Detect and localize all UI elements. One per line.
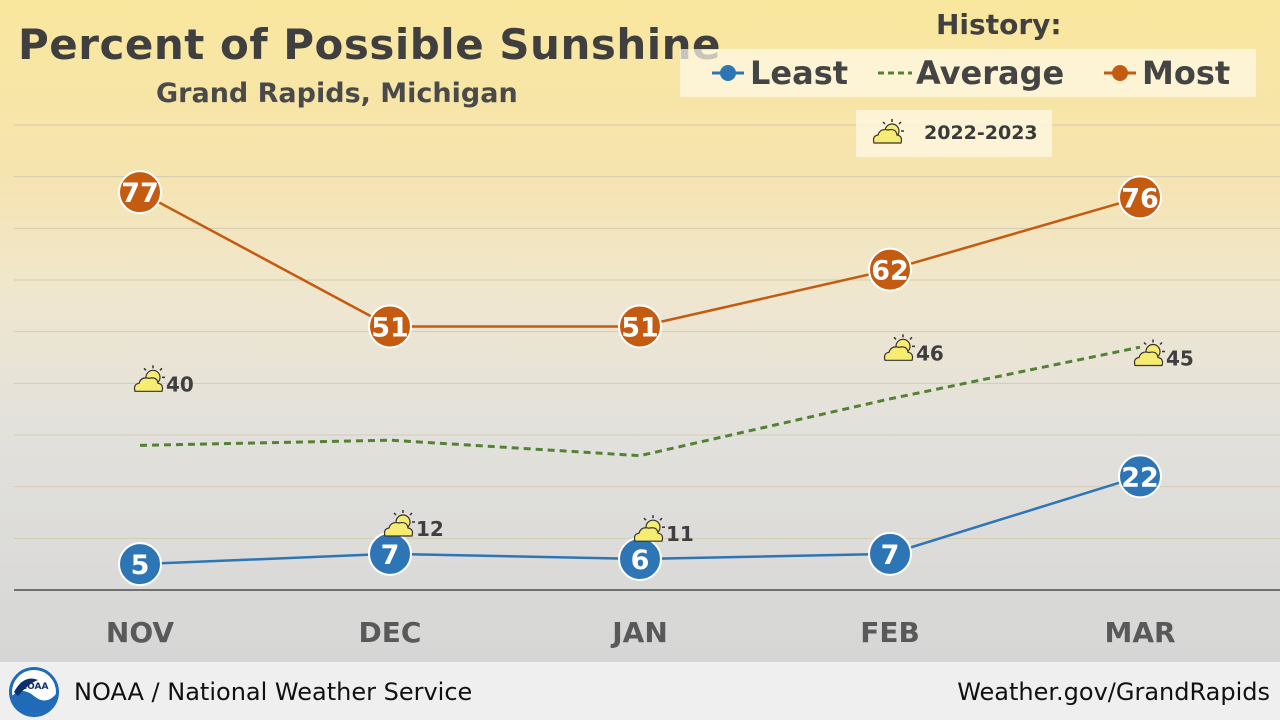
- most-data-label: 76: [1121, 183, 1159, 214]
- season-value-label: 46: [916, 341, 944, 365]
- partly-sunny-icon: [1133, 339, 1165, 367]
- footer-website[interactable]: Weather.gov/GrandRapids: [957, 678, 1270, 706]
- least-data-label: 6: [631, 545, 650, 576]
- legend-heading: History:: [936, 8, 1062, 41]
- footer-bar: NOAA NOAA / National Weather Service Wea…: [0, 662, 1280, 720]
- chart-subtitle: Grand Rapids, Michigan: [156, 78, 518, 109]
- legend: Least Average Most: [680, 49, 1256, 97]
- least-data-label: 7: [881, 540, 900, 571]
- x-tick-label: FEB: [860, 616, 920, 649]
- chart-area: NOV DEC JAN FEB MAR 77 51 51 62 76 5 7 6 7 22 40 12 11 46 4…: [0, 0, 1280, 662]
- most-point: [1118, 175, 1162, 220]
- x-tick-label: NOV: [106, 616, 174, 649]
- sun-ray: [909, 336, 913, 340]
- noaa-logo: NOAA: [9, 667, 59, 717]
- partly-sunny-icon: [883, 334, 915, 361]
- season-legend: 2022-2023: [856, 110, 1052, 157]
- season-value-label: 45: [1166, 347, 1194, 371]
- legend-least-label: Least: [750, 54, 849, 92]
- sun-ray: [409, 512, 413, 516]
- most-point: [118, 170, 162, 215]
- legend-swatches: [712, 65, 1136, 81]
- svg-text:NOAA: NOAA: [20, 682, 49, 692]
- cloud-shape: [383, 521, 414, 537]
- cloud-shape: [1133, 351, 1164, 367]
- least-point: [1118, 454, 1162, 499]
- legend-least-swatch: [712, 65, 744, 81]
- partly-sunny-icon: [133, 365, 165, 392]
- legend-most-swatch: [1104, 65, 1136, 81]
- cloud-shape: [133, 377, 164, 392]
- sun-ray: [893, 336, 897, 340]
- most-point: [868, 247, 912, 292]
- sun-ray: [143, 367, 147, 371]
- most-point: [368, 304, 412, 349]
- sun-ray: [159, 367, 163, 371]
- sun-ray: [1143, 341, 1147, 346]
- partly-sunny-icon: [633, 515, 665, 542]
- partly-sunny-icon: [383, 510, 415, 537]
- legend-average-label: Average: [916, 54, 1065, 92]
- season-value-label: 11: [666, 522, 694, 546]
- sun-ray: [659, 517, 663, 521]
- x-tick-label: JAN: [610, 616, 668, 649]
- footer-agency: NOAA / National Weather Service: [74, 678, 473, 706]
- season-value-label: 40: [166, 372, 194, 396]
- series-average-line: [139, 345, 1141, 458]
- least-point: [868, 531, 912, 576]
- most-point: [618, 304, 662, 349]
- season-label: 2022-2023: [924, 122, 1038, 144]
- cloud-shape: [883, 346, 914, 361]
- cloud-shape: [633, 527, 664, 542]
- most-data-label: 51: [621, 313, 659, 344]
- sun-ray: [643, 517, 647, 521]
- x-tick-label: DEC: [359, 616, 422, 649]
- least-data-label: 5: [131, 550, 150, 581]
- least-data-label: 22: [1121, 462, 1159, 493]
- sun-ray: [393, 512, 397, 516]
- most-data-label: 77: [121, 178, 159, 209]
- season-value-label: 12: [416, 517, 444, 541]
- least-point: [118, 542, 162, 587]
- least-data-label: 7: [381, 540, 400, 571]
- chart-title: Percent of Possible Sunshine: [18, 20, 722, 69]
- partly-sunny-icon: [872, 119, 904, 144]
- legend-most-label: Most: [1142, 54, 1231, 92]
- sun-ray: [1159, 341, 1163, 346]
- x-tick-label: MAR: [1104, 616, 1175, 649]
- most-data-label: 51: [371, 313, 409, 344]
- most-data-label: 62: [871, 256, 909, 287]
